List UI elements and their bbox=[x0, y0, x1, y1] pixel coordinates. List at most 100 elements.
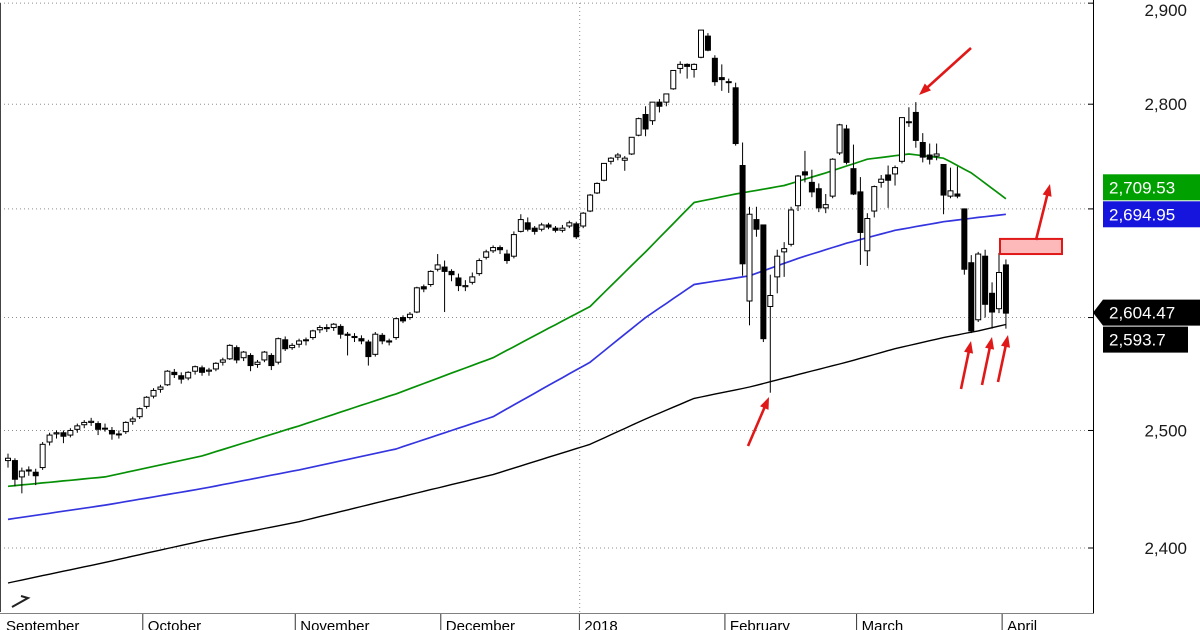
candle-body-up bbox=[67, 429, 74, 436]
candle bbox=[129, 416, 136, 425]
candle bbox=[483, 249, 490, 260]
candle bbox=[808, 169, 815, 198]
candle bbox=[614, 152, 621, 161]
candle-body-up bbox=[663, 93, 670, 103]
candle bbox=[469, 272, 476, 285]
annotation-arrow bbox=[919, 47, 972, 95]
candle bbox=[316, 325, 323, 334]
candle bbox=[289, 343, 296, 350]
candle-body-up bbox=[822, 204, 829, 209]
candle bbox=[365, 339, 372, 366]
candle-body-down bbox=[400, 317, 407, 322]
candle bbox=[39, 442, 46, 470]
candle-body-up bbox=[254, 361, 261, 365]
candle bbox=[663, 93, 670, 107]
candle bbox=[261, 350, 268, 363]
candle bbox=[760, 224, 767, 343]
candle-body-up bbox=[143, 396, 150, 407]
candle bbox=[670, 69, 677, 90]
candle bbox=[989, 282, 996, 329]
price-tag-value: 2,593.7 bbox=[1109, 331, 1166, 350]
price-tag-box bbox=[1103, 326, 1188, 353]
candle bbox=[947, 167, 954, 199]
candle bbox=[67, 428, 74, 438]
candle bbox=[531, 226, 538, 235]
candle-body-up bbox=[767, 294, 774, 308]
month-strip: September October November December 2018 Febr… bbox=[0, 613, 1093, 630]
candle bbox=[850, 144, 857, 196]
candle-body-down bbox=[982, 255, 989, 305]
candle-body-down bbox=[711, 57, 718, 83]
candle bbox=[836, 123, 843, 156]
candle bbox=[171, 368, 178, 378]
candle-body-up bbox=[434, 264, 441, 270]
arrow-head bbox=[1001, 335, 1011, 348]
candle-body-up bbox=[677, 63, 684, 69]
candle bbox=[302, 337, 309, 346]
arrow-head bbox=[919, 83, 931, 95]
candle-body-down bbox=[808, 181, 815, 193]
candle bbox=[642, 106, 649, 137]
candle bbox=[857, 177, 864, 265]
candle bbox=[282, 336, 289, 351]
candle bbox=[344, 331, 351, 356]
candle-body-up bbox=[587, 194, 594, 212]
arrow-shaft bbox=[924, 47, 972, 91]
candle-body-up bbox=[18, 470, 25, 478]
candle bbox=[961, 208, 968, 275]
candle bbox=[81, 420, 88, 429]
candle-body-down bbox=[379, 334, 386, 342]
candle bbox=[46, 432, 53, 446]
candle-body-down bbox=[573, 223, 580, 238]
candle bbox=[725, 78, 732, 93]
candle-body-down bbox=[282, 339, 289, 350]
candle-body-up bbox=[462, 285, 469, 288]
candle bbox=[358, 335, 365, 345]
candle bbox=[822, 194, 829, 214]
candle-body-down bbox=[365, 341, 372, 358]
candle-body-up bbox=[316, 327, 323, 331]
candle bbox=[933, 143, 940, 161]
candle bbox=[815, 183, 822, 213]
candle bbox=[600, 162, 607, 182]
candle bbox=[843, 124, 850, 165]
candle bbox=[323, 324, 330, 332]
candle-body-up bbox=[476, 260, 483, 275]
candle bbox=[157, 384, 164, 393]
candle bbox=[413, 286, 420, 314]
candle-body-up bbox=[122, 421, 129, 433]
candle-body-up bbox=[302, 339, 309, 342]
candle bbox=[538, 222, 545, 232]
arrow-head bbox=[760, 397, 769, 410]
price-tag-green-ma: 2,709.53 bbox=[1103, 174, 1200, 201]
candle-body-up bbox=[240, 351, 247, 359]
candle-body-up bbox=[698, 29, 704, 58]
price-tag-pointer bbox=[1093, 299, 1200, 326]
candle-body-down bbox=[968, 262, 975, 332]
candle-body-down bbox=[989, 292, 996, 313]
candle bbox=[434, 254, 441, 272]
candle bbox=[427, 270, 434, 287]
y-axis-label: 2,900 bbox=[1144, 1, 1187, 20]
candle-body-up bbox=[150, 389, 157, 397]
price-tag-value: 2,604.47 bbox=[1109, 304, 1175, 323]
arrow-head bbox=[985, 337, 995, 350]
candle-body-down bbox=[233, 347, 240, 361]
candle-body-up bbox=[226, 344, 233, 360]
candle bbox=[178, 372, 185, 384]
candle bbox=[711, 55, 718, 86]
candle-body-up bbox=[129, 418, 136, 422]
candle-body-up bbox=[628, 136, 635, 155]
candle-body-up bbox=[975, 253, 982, 321]
candle-body-down bbox=[1002, 264, 1009, 314]
candle-body-up bbox=[878, 178, 885, 183]
candle bbox=[905, 107, 912, 127]
candle bbox=[95, 421, 102, 436]
candle-body-up bbox=[74, 425, 81, 430]
candle-body-down bbox=[857, 191, 864, 233]
candle bbox=[18, 467, 25, 494]
candle-body-down bbox=[497, 247, 504, 251]
price-tag-box bbox=[1103, 174, 1200, 201]
candle-body-down bbox=[358, 338, 365, 342]
